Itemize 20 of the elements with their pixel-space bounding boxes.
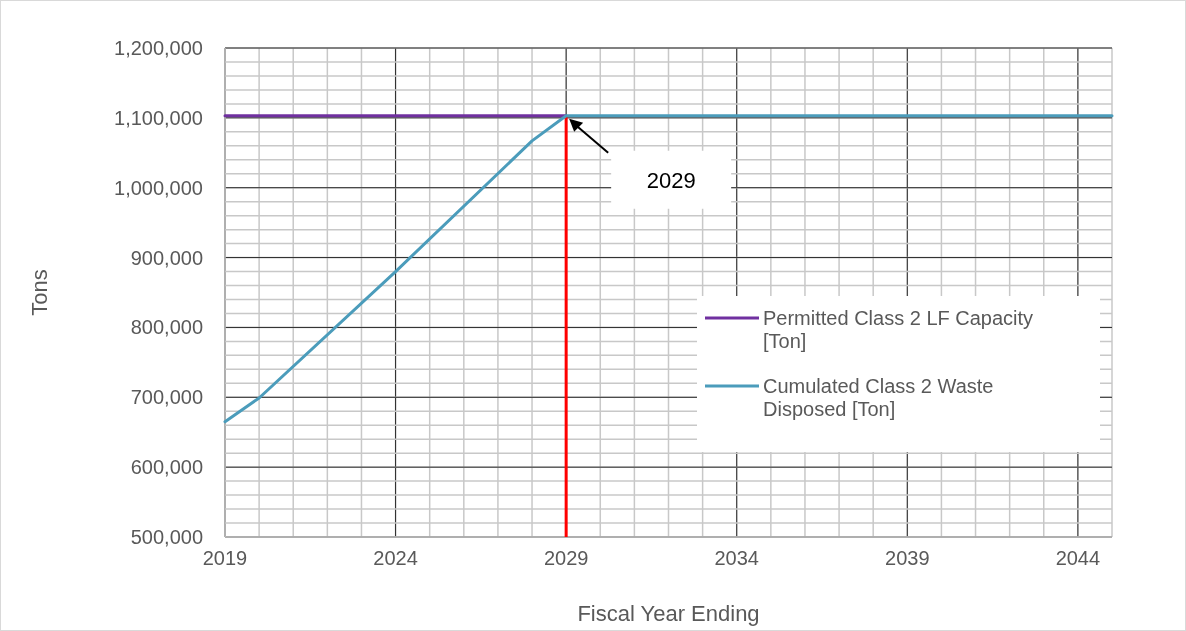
- legend-label: Permitted Class 2 LF Capacity [Ton]: [763, 307, 1034, 352]
- x-axis-title: Fiscal Year Ending: [577, 601, 760, 626]
- x-tick-label: 2034: [714, 547, 759, 569]
- x-tick-label: 2039: [885, 547, 930, 569]
- y-tick-label: 600,000: [130, 456, 203, 479]
- y-tick-label: 500,000: [130, 526, 203, 548]
- line-series: [223, 114, 1114, 424]
- y-tick-label: 800,000: [130, 316, 203, 339]
- y-tick-label: 900,000: [130, 246, 203, 269]
- y-axis-title: Tons: [27, 269, 52, 316]
- x-tick-label: 2019: [202, 547, 248, 569]
- y-tick-label: 1,200,000: [114, 37, 203, 59]
- x-tick-label: 2029: [543, 547, 589, 569]
- y-tick-label: 700,000: [130, 386, 203, 409]
- y-tick-label: 1,000,000: [114, 176, 203, 199]
- y-tick-label: 1,100,000: [114, 106, 203, 129]
- x-tick-label: 2024: [373, 547, 418, 569]
- legend-label: Cumulated Class 2 Waste Disposed [Ton]: [763, 375, 994, 420]
- x-tick-label: 2044: [1055, 547, 1101, 569]
- annotation: 2029: [646, 167, 696, 193]
